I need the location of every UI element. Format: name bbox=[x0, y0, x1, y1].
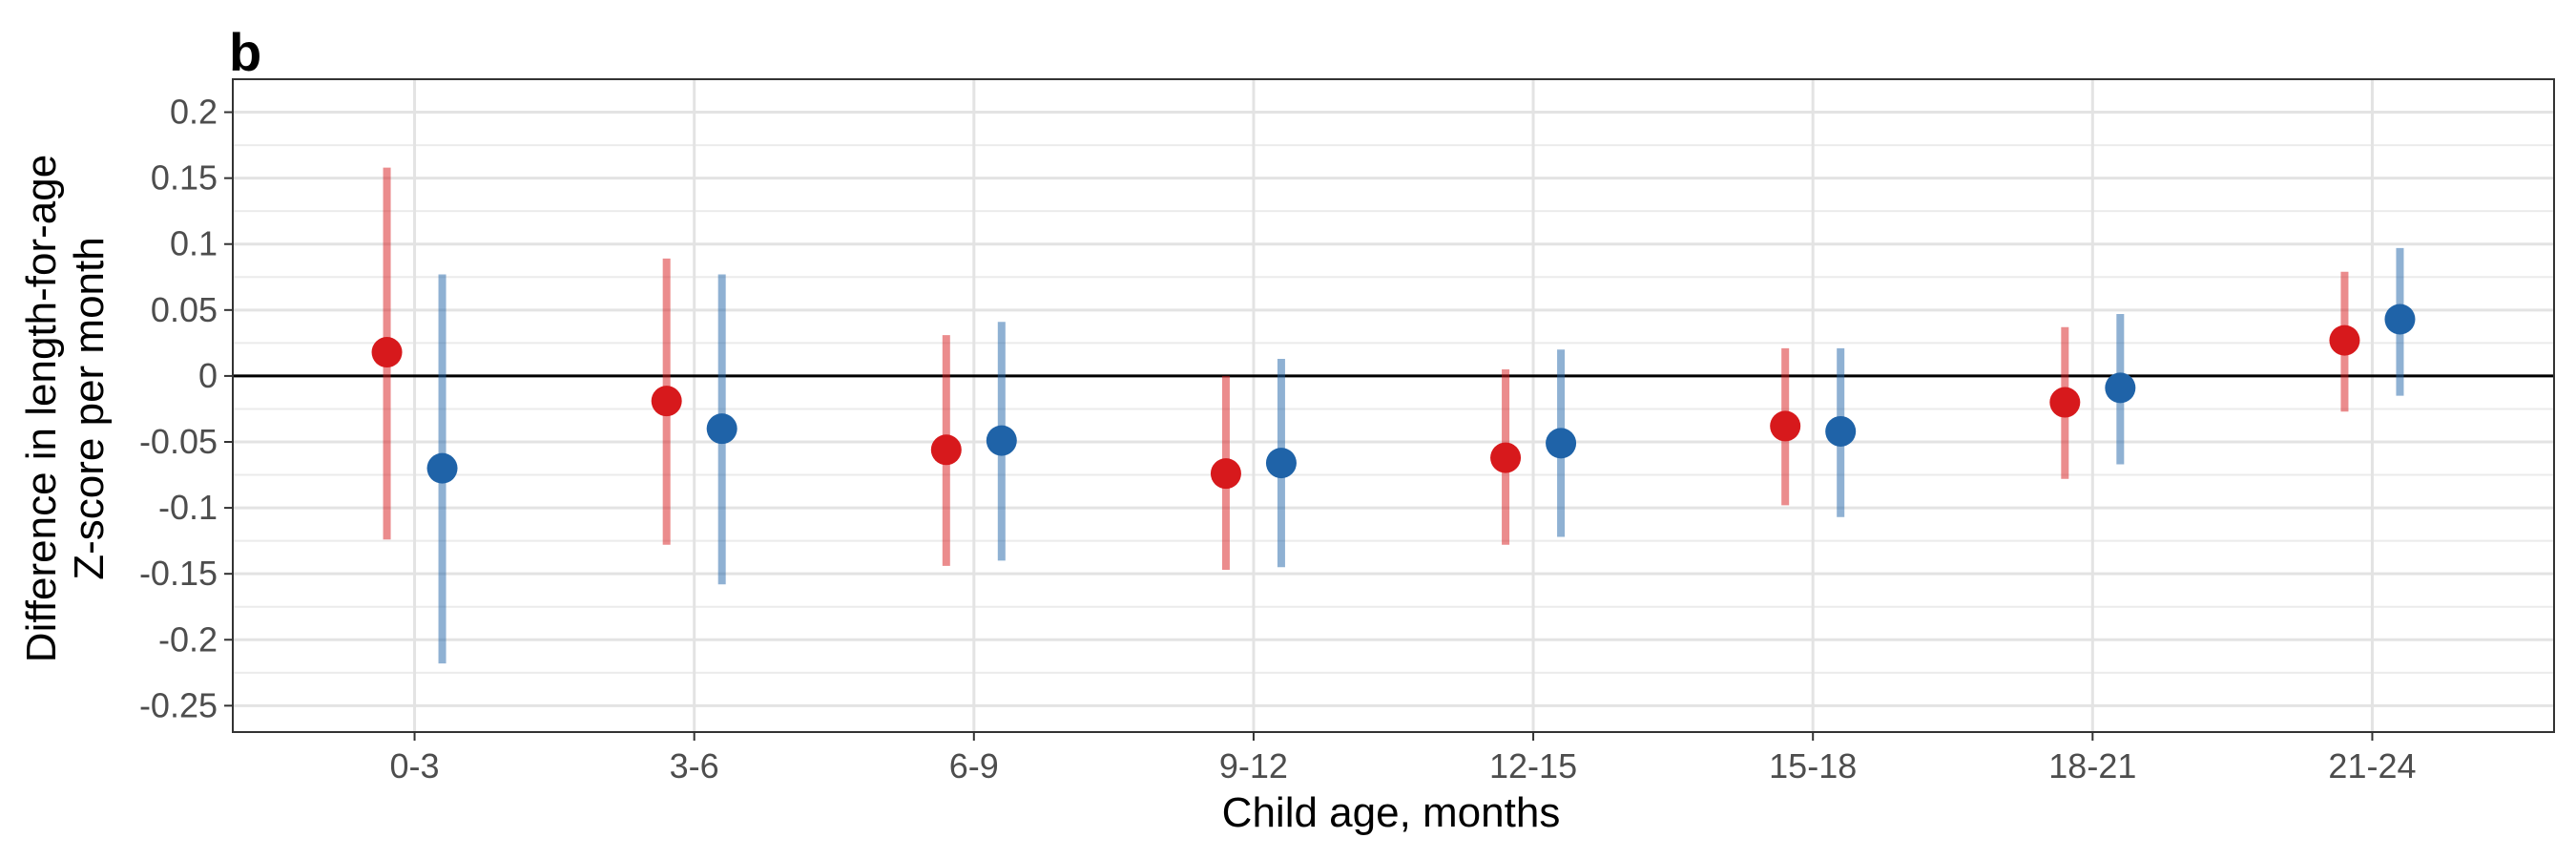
x-tick-label: 0-3 bbox=[390, 746, 440, 786]
y-axis-title-line-1: Difference in length-for-age bbox=[18, 155, 65, 662]
data-point bbox=[1490, 442, 1522, 473]
y-axis-title-line-2: Z-score per month bbox=[66, 237, 113, 579]
data-point bbox=[651, 386, 682, 417]
data-point bbox=[2105, 372, 2136, 404]
y-tick-label: 0.15 bbox=[151, 158, 218, 198]
data-point bbox=[1265, 448, 1297, 479]
data-point bbox=[706, 413, 737, 445]
data-point bbox=[930, 434, 962, 466]
data-point bbox=[1546, 428, 1577, 459]
grid-lines bbox=[233, 79, 2554, 732]
x-tick-label: 12-15 bbox=[1489, 746, 1577, 786]
y-axis-title: Difference in length-for-age Z-score per… bbox=[18, 155, 113, 662]
series-2 bbox=[426, 247, 2416, 664]
x-tick-label: 21-24 bbox=[2328, 746, 2416, 786]
x-axis-title: Child age, months bbox=[1222, 789, 1561, 836]
y-tick-label: -0.1 bbox=[158, 488, 218, 527]
series-1 bbox=[371, 167, 2360, 571]
panel-tag: b bbox=[229, 22, 261, 82]
data-point bbox=[371, 337, 403, 368]
x-tick-label: 6-9 bbox=[949, 746, 999, 786]
y-tick-label: 0.1 bbox=[170, 224, 218, 263]
y-tick-label: 0 bbox=[198, 356, 218, 395]
data-point bbox=[2329, 325, 2360, 356]
data-point bbox=[1770, 410, 1801, 442]
data-point bbox=[2049, 387, 2081, 418]
x-tick-label: 3-6 bbox=[670, 746, 719, 786]
y-tick-label: -0.2 bbox=[158, 619, 218, 659]
x-tick-label: 18-21 bbox=[2048, 746, 2136, 786]
x-tick-label: 9-12 bbox=[1219, 746, 1288, 786]
panel-border bbox=[232, 78, 2555, 733]
data-point bbox=[2384, 304, 2416, 335]
data-point bbox=[1210, 458, 1241, 490]
data-point bbox=[986, 425, 1017, 456]
y-tick-label: 0.05 bbox=[151, 290, 218, 329]
y-tick-label: 0.2 bbox=[170, 93, 218, 132]
y-tick-label: -0.25 bbox=[139, 685, 218, 724]
x-tick-label: 15-18 bbox=[1769, 746, 1857, 786]
data-point bbox=[426, 452, 458, 484]
y-tick-label: -0.15 bbox=[139, 554, 218, 593]
y-tick-label: -0.05 bbox=[139, 422, 218, 461]
data-point bbox=[1825, 415, 1857, 447]
